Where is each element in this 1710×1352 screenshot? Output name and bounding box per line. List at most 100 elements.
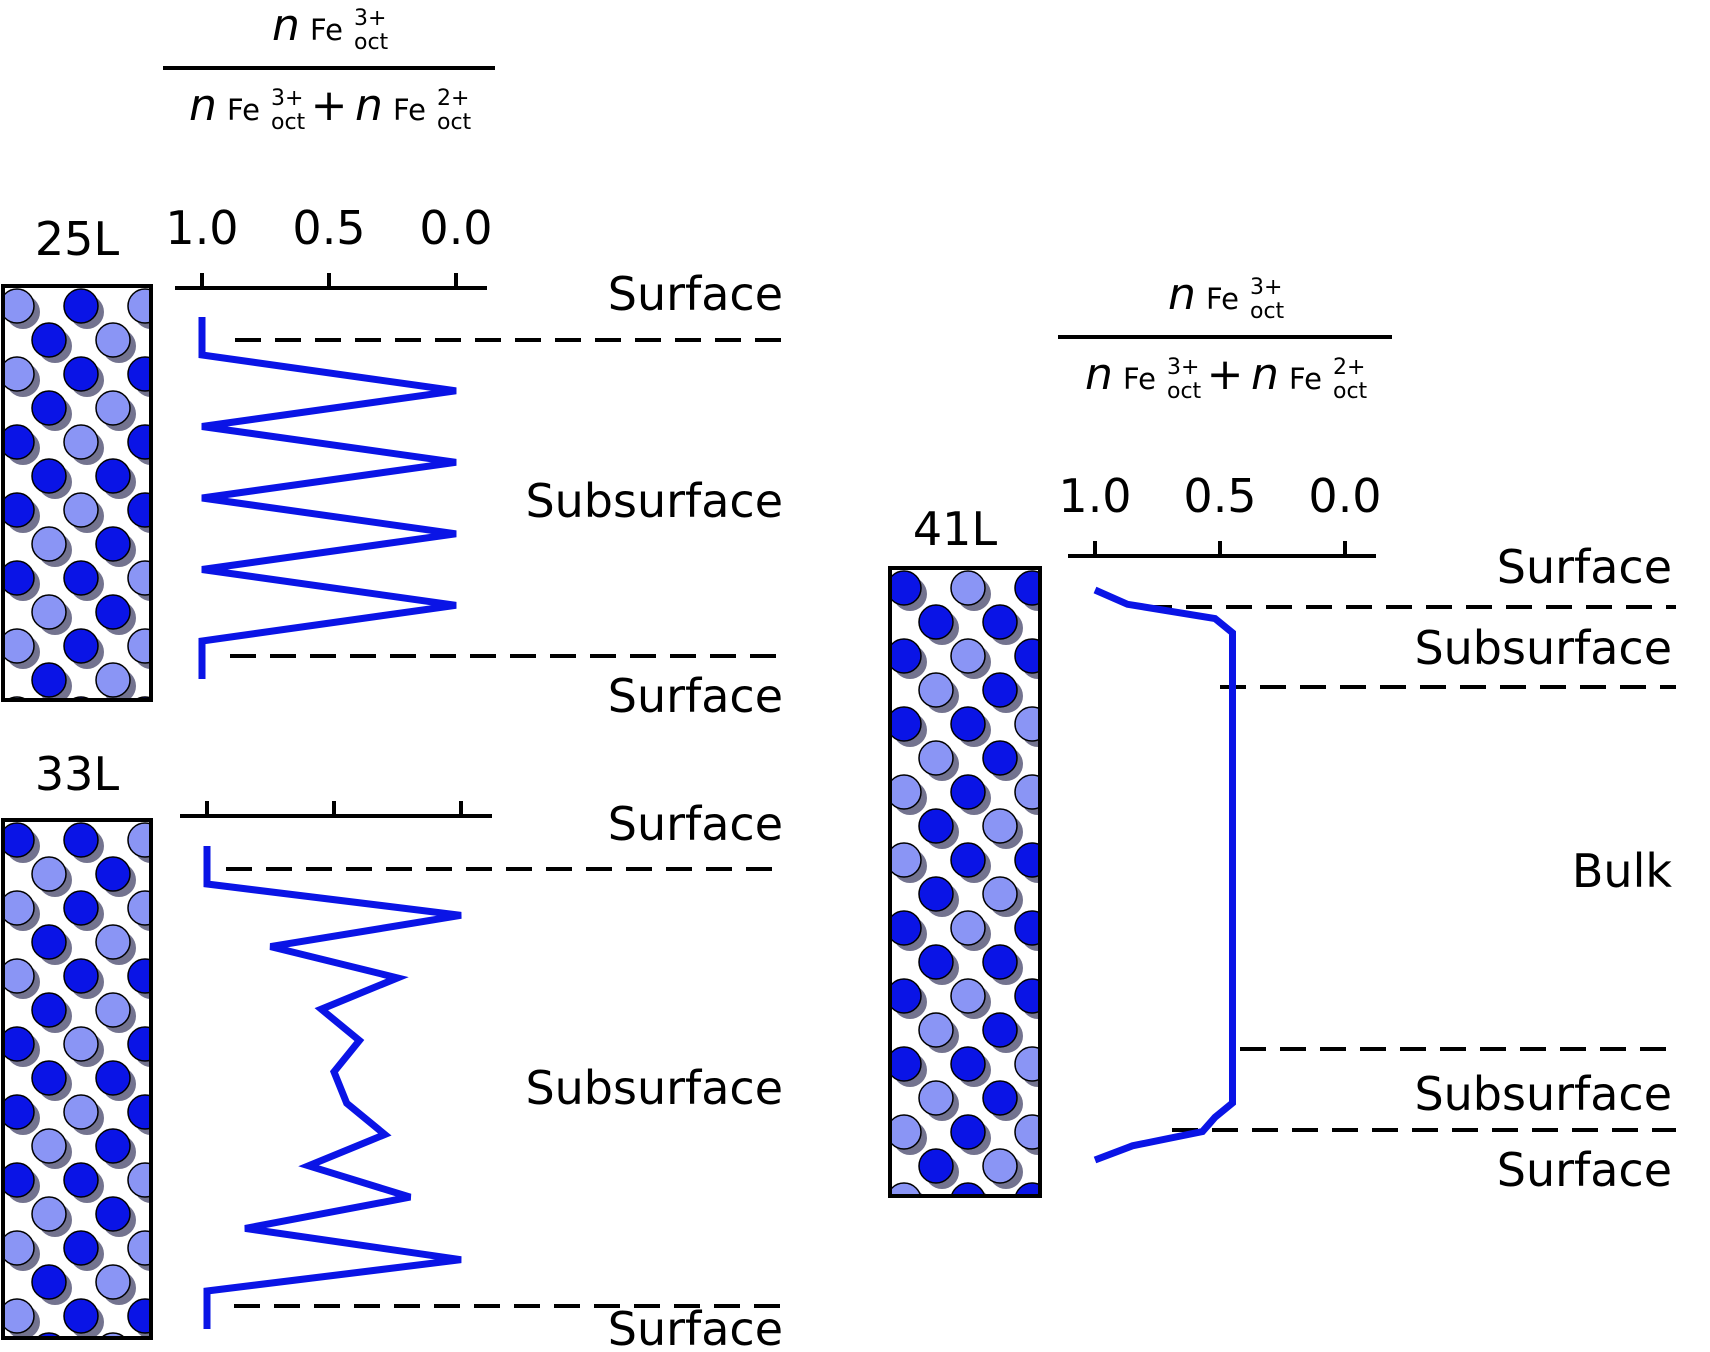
x-tick-label: 0.5 xyxy=(1183,469,1256,523)
atom xyxy=(63,958,99,994)
atom xyxy=(3,1298,35,1334)
species-label: Fe xyxy=(1289,362,1322,396)
region-label: Bulk xyxy=(1572,844,1672,898)
atom xyxy=(1014,706,1040,742)
atom xyxy=(3,890,35,926)
atom xyxy=(63,1094,99,1130)
atom xyxy=(70,696,92,700)
atom xyxy=(950,706,986,742)
chart-panel-33L: 33L Surface Subsurface Surface xyxy=(1,747,785,1352)
atom xyxy=(982,1148,1018,1184)
atom xyxy=(127,1230,151,1266)
atom xyxy=(95,594,131,630)
atom xyxy=(1014,774,1040,810)
atom xyxy=(3,1026,35,1062)
atom xyxy=(1014,842,1040,878)
sub-label: oct xyxy=(271,110,306,135)
region-label: Surface xyxy=(608,1302,783,1352)
region-label: Subsurface xyxy=(1414,621,1672,675)
atom xyxy=(3,492,35,528)
species-label: Fe xyxy=(1206,282,1239,316)
atom xyxy=(950,570,986,606)
atom xyxy=(1014,1046,1040,1082)
data-line xyxy=(198,317,457,679)
x-tick-label: 0.0 xyxy=(419,201,492,255)
atom xyxy=(31,1128,67,1164)
plus-label: + xyxy=(1207,349,1244,400)
x-tick-label: 1.0 xyxy=(1058,469,1131,523)
atom xyxy=(95,662,131,698)
panels: 25L 1.0 0.5 0.0 Surface Subsurface Surface 33L S… xyxy=(1,201,1676,1352)
atom xyxy=(134,696,151,700)
atom xyxy=(918,944,954,980)
atom xyxy=(31,322,67,358)
region-label: Subsurface xyxy=(525,1061,783,1115)
atom xyxy=(31,1264,67,1300)
atom xyxy=(63,1162,99,1198)
atom xyxy=(95,856,131,892)
sub-label: oct xyxy=(1333,379,1368,404)
atom xyxy=(1014,1114,1040,1150)
atom xyxy=(3,1094,35,1130)
sub-label: oct xyxy=(437,110,472,135)
region-label: Surface xyxy=(608,267,783,321)
atom xyxy=(63,628,99,664)
atom xyxy=(95,458,131,494)
atom xyxy=(127,288,151,324)
var-label: n xyxy=(1251,349,1279,400)
atom xyxy=(950,1114,986,1150)
slab-atoms xyxy=(890,570,1040,1196)
sup-label: 3+ xyxy=(271,86,303,111)
region-label: Subsurface xyxy=(1414,1067,1672,1121)
data-line xyxy=(1093,586,1236,1164)
atom xyxy=(127,1094,151,1130)
atom xyxy=(950,1046,986,1082)
region-label: Subsurface xyxy=(525,474,783,528)
atom xyxy=(99,1332,127,1338)
atom xyxy=(890,1046,922,1082)
x-tick-label: 1.0 xyxy=(165,201,238,255)
atom xyxy=(3,628,35,664)
atom xyxy=(63,356,99,392)
species-label: Fe xyxy=(227,93,260,127)
atom xyxy=(950,842,986,878)
atom xyxy=(31,992,67,1028)
atom xyxy=(3,958,35,994)
region-label: Surface xyxy=(608,797,783,851)
atom xyxy=(3,822,35,858)
atom xyxy=(31,390,67,426)
species-label: Fe xyxy=(393,93,426,127)
atom xyxy=(63,288,99,324)
atom xyxy=(6,696,28,700)
atom xyxy=(918,740,954,776)
var-label: n xyxy=(189,80,217,131)
atom xyxy=(3,424,35,460)
atom xyxy=(3,356,35,392)
atom xyxy=(3,560,35,596)
atom xyxy=(918,1080,954,1116)
region-label: Surface xyxy=(608,669,783,723)
atom xyxy=(982,604,1018,640)
var-label: n xyxy=(1168,269,1196,320)
atom xyxy=(63,822,99,858)
atom xyxy=(982,876,1018,912)
region-label: Surface xyxy=(1497,1143,1672,1197)
atom xyxy=(127,1026,151,1062)
atom xyxy=(127,356,151,392)
atom xyxy=(95,1060,131,1096)
sup-label: 3+ xyxy=(354,6,386,31)
species-label: Fe xyxy=(1123,362,1156,396)
atom xyxy=(31,458,67,494)
atom xyxy=(982,1080,1018,1116)
var-label: n xyxy=(272,0,300,51)
data-line xyxy=(203,846,462,1329)
atom xyxy=(127,822,151,858)
slab-atoms xyxy=(3,822,151,1338)
plus-label: + xyxy=(311,80,348,131)
atom xyxy=(63,1298,99,1334)
atom xyxy=(95,1196,131,1232)
panel-label: 25L xyxy=(35,212,120,266)
slab-frame xyxy=(1,284,153,702)
atom xyxy=(63,560,99,596)
